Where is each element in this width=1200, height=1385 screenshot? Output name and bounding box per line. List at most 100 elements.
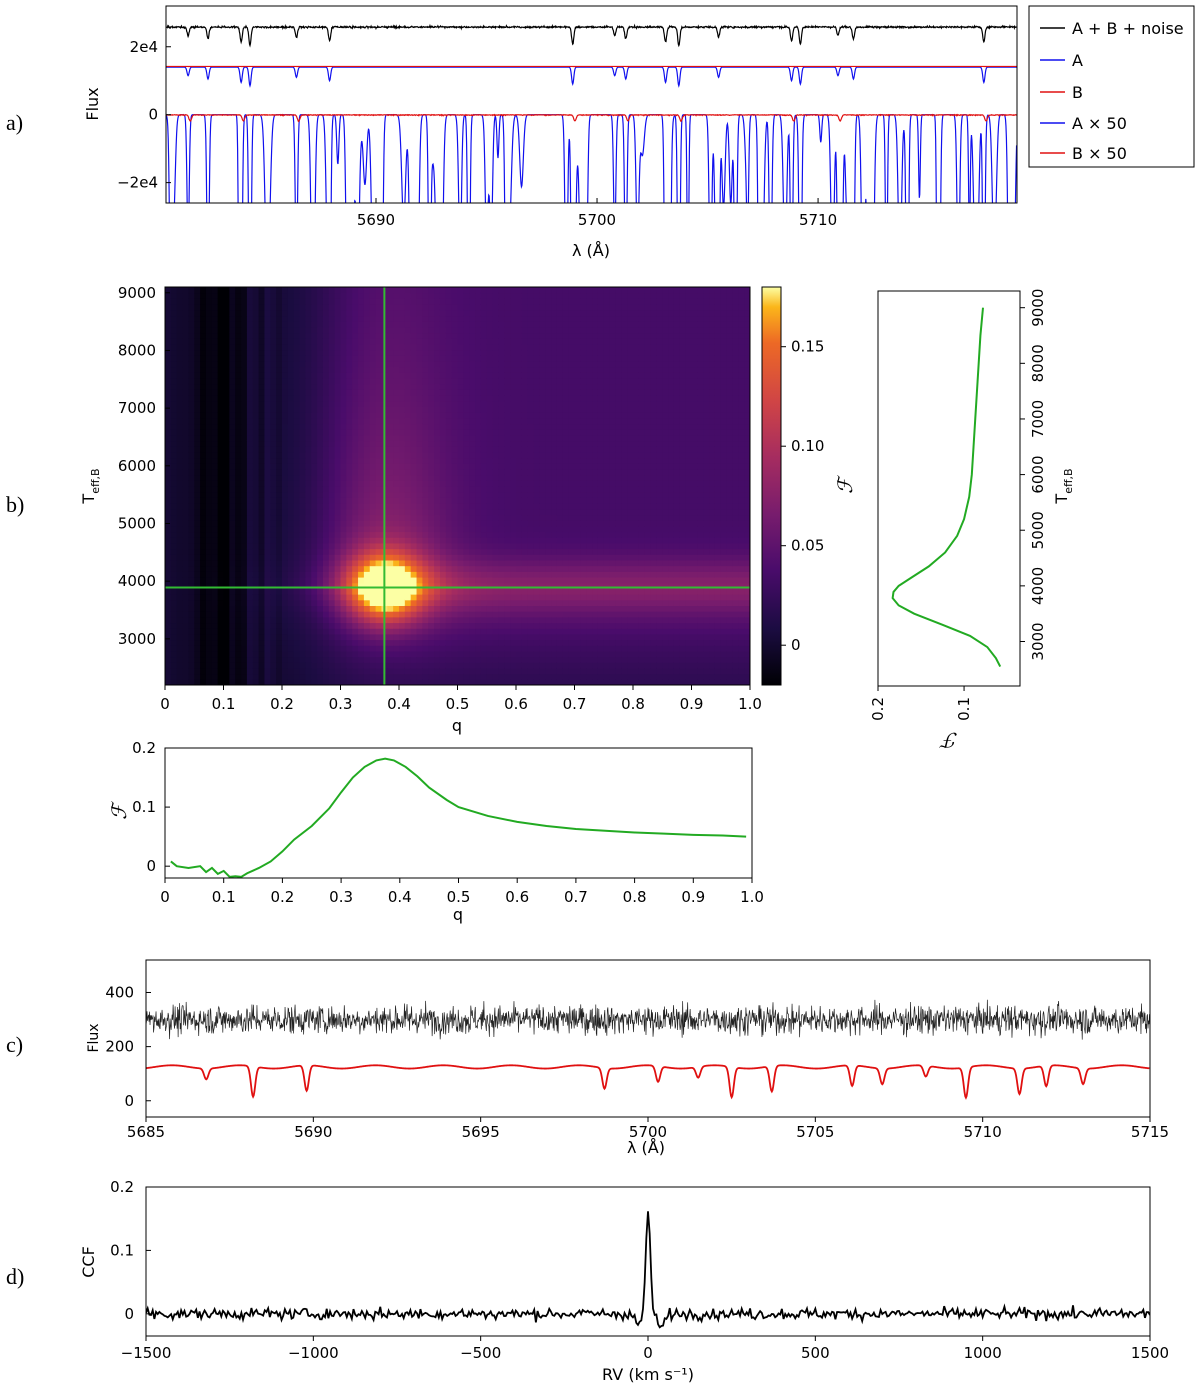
heatmap-cell	[305, 468, 312, 476]
heatmap-cell	[463, 673, 470, 680]
heatmap-cell	[545, 326, 552, 334]
heatmap-cell	[533, 673, 540, 680]
heatmap-cell	[387, 662, 394, 669]
heatmap-cell	[369, 588, 377, 595]
heatmap-cell	[516, 611, 523, 618]
heatmap-cell	[480, 491, 488, 498]
heatmap-cell	[252, 599, 260, 606]
heatmap-cell	[492, 360, 500, 368]
heatmap-cell	[229, 576, 236, 584]
heatmap-cell	[457, 377, 464, 385]
heatmap-cell	[352, 292, 359, 299]
heatmap-cell	[475, 673, 482, 680]
heatmap-cell	[328, 406, 336, 413]
heatmap-cell	[346, 542, 353, 550]
heatmap-cell	[200, 434, 207, 442]
heatmap-cell	[328, 582, 336, 589]
heatmap-cell	[434, 366, 441, 373]
heatmap-cell	[463, 497, 470, 504]
heatmap-cell	[539, 503, 546, 510]
heatmap-cell	[469, 605, 476, 612]
heatmap-cell	[317, 599, 324, 606]
heatmap-cell	[404, 633, 412, 641]
heatmap-cell	[246, 508, 254, 516]
legend-label-sum: A + B + noise	[1072, 19, 1184, 38]
heatmap-cell	[182, 645, 189, 652]
heatmap-cell	[276, 667, 283, 675]
heatmap-cell	[346, 622, 353, 629]
heatmap-cell	[451, 321, 459, 328]
heatmap-cell	[551, 332, 558, 339]
heatmap-cell	[551, 508, 558, 516]
heatmap-cell	[492, 537, 500, 544]
heatmap-cell	[258, 463, 266, 470]
heatmap-cell	[328, 395, 336, 402]
heatmap-cell	[200, 343, 207, 351]
heatmap-cell	[293, 576, 301, 584]
heatmap-cell	[205, 491, 213, 498]
heatmap-cell	[556, 389, 564, 396]
heatmap-cell	[416, 451, 423, 459]
heatmap-cell	[246, 594, 254, 601]
heatmap-cell	[457, 628, 464, 635]
heatmap-cell	[551, 497, 558, 504]
heatmap-cell	[551, 525, 558, 533]
heatmap-cell	[568, 628, 576, 635]
heatmap-cell	[393, 315, 400, 322]
heatmap-cell	[369, 349, 377, 356]
heatmap-cell	[469, 480, 476, 487]
heatmap-cell	[568, 531, 576, 538]
series-a	[166, 66, 1017, 88]
heatmap-cell	[346, 292, 353, 299]
heatmap-cell	[510, 451, 517, 459]
heatmap-cell	[404, 315, 412, 322]
heatmap-cell	[276, 315, 283, 322]
heatmap-cell	[574, 457, 581, 464]
heatmap-cell	[270, 321, 277, 328]
heatmap-cell	[305, 298, 312, 305]
heatmap-cell	[562, 423, 570, 430]
heatmap-cell	[492, 525, 500, 533]
heatmap-cell	[241, 292, 248, 299]
heatmap-cell	[334, 355, 342, 362]
heatmap-cell	[217, 298, 225, 305]
heatmap-cell	[510, 446, 517, 453]
heatmap-cell	[527, 531, 535, 538]
heatmap-cell	[223, 349, 230, 356]
heatmap-cell	[516, 537, 523, 544]
heatmap-cell	[340, 406, 347, 413]
heatmap-cell	[510, 582, 517, 589]
heatmap-cell	[422, 662, 429, 669]
heatmap-cell	[486, 429, 494, 436]
heatmap-cell	[258, 503, 266, 510]
heatmap-cell	[299, 622, 306, 629]
heatmap-cell	[568, 667, 576, 675]
heatmap-cell	[264, 645, 271, 652]
heatmap-cell	[340, 531, 347, 538]
heatmap-cell	[469, 389, 476, 396]
heatmap-cell	[369, 457, 377, 464]
heatmap-cell	[264, 622, 271, 629]
heatmap-cell	[241, 372, 248, 379]
heatmap-cell	[375, 599, 383, 606]
heatmap-cell	[475, 503, 482, 510]
heatmap-cell	[287, 446, 295, 453]
heatmap-cell	[305, 446, 312, 453]
heatmap-cell	[486, 440, 494, 447]
heatmap-cell	[311, 576, 318, 584]
heatmap-cell	[504, 417, 511, 425]
heatmap-cell	[293, 491, 301, 498]
heatmap-cell	[299, 497, 306, 504]
heatmap-cell	[287, 315, 295, 322]
heatmap-cell	[270, 673, 277, 680]
heatmap-cell	[516, 571, 523, 578]
heatmap-cell	[235, 491, 242, 498]
heatmap-cell	[445, 639, 453, 646]
heatmap-cell	[246, 616, 254, 624]
heatmap-cell	[510, 605, 517, 612]
heatmap-cell	[457, 406, 464, 413]
heatmap-cell	[457, 332, 464, 339]
heatmap-cell	[352, 429, 359, 436]
heatmap-cell	[282, 457, 289, 464]
heatmap-cell	[165, 486, 172, 493]
